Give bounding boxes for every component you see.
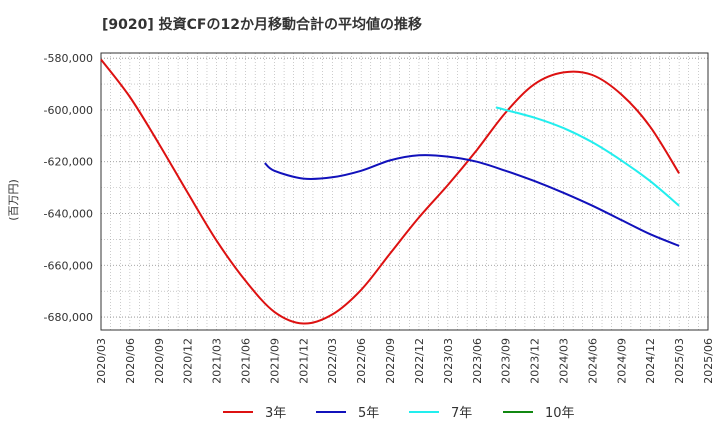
x-tick-label: 2023/09 — [500, 338, 513, 384]
x-tick-label: 2021/09 — [268, 338, 281, 384]
x-tick-label: 2024/06 — [586, 338, 599, 384]
series-lines — [100, 58, 680, 325]
legend-label-3: 10年 — [545, 406, 575, 421]
x-tick-label: 2024/09 — [615, 338, 628, 384]
x-tick-label: 2023/06 — [471, 338, 484, 384]
y-axis-label: (百万円) — [7, 179, 20, 221]
y-tick-label: -620,000 — [44, 156, 93, 169]
grid-lines — [100, 53, 709, 330]
legend: 3年 5年 7年 10年 — [223, 406, 575, 421]
x-tick-label: 2022/03 — [326, 338, 339, 384]
plot-area-border — [100, 52, 709, 331]
x-tick-label: 2024/03 — [557, 338, 570, 384]
x-tick-label: 2020/06 — [124, 338, 137, 384]
x-tick-label: 2020/03 — [95, 338, 108, 384]
x-tick-label: 2021/03 — [211, 338, 224, 384]
y-tick-label: -600,000 — [44, 104, 93, 117]
x-tick-label: 2025/03 — [673, 338, 686, 384]
series-line-2 — [495, 106, 680, 207]
x-tick-label: 2022/12 — [413, 338, 426, 384]
legend-label-2: 7年 — [451, 406, 472, 421]
legend-label-0: 3年 — [265, 406, 286, 421]
chart-title: [9020] 投資CFの12か月移動合計の平均値の推移 — [102, 17, 422, 33]
x-axis-ticks: 2020/03 2020/06 2020/09 2020/12 2021/03 2021/… — [95, 338, 715, 384]
x-tick-label: 2022/09 — [384, 338, 397, 384]
y-tick-label: -580,000 — [44, 52, 93, 65]
y-tick-label: -680,000 — [44, 311, 93, 324]
series-line-0 — [100, 58, 680, 325]
y-axis-ticks: -580,000 -600,000 -620,000 -640,000 -660,000… — [44, 52, 93, 324]
x-tick-label: 2020/12 — [182, 338, 195, 384]
y-tick-label: -660,000 — [44, 259, 93, 272]
x-tick-label: 2020/09 — [153, 338, 166, 384]
x-tick-label: 2022/06 — [355, 338, 368, 384]
x-tick-label: 2021/12 — [297, 338, 310, 384]
legend-label-1: 5年 — [358, 406, 379, 421]
x-tick-label: 2025/06 — [702, 338, 715, 384]
y-tick-label: -640,000 — [44, 208, 93, 221]
x-tick-label: 2023/03 — [442, 338, 455, 384]
series-line-1 — [264, 154, 680, 247]
x-tick-label: 2024/12 — [644, 338, 657, 384]
x-tick-label: 2021/06 — [240, 338, 253, 384]
x-tick-label: 2023/12 — [529, 338, 542, 384]
